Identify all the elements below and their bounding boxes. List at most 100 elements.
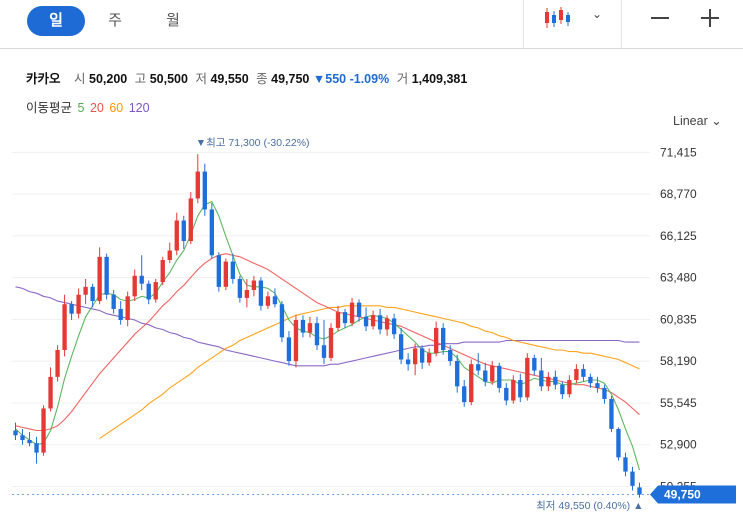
candle-body <box>314 323 320 346</box>
scale-selector[interactable]: Linear ⌄ <box>673 114 722 128</box>
candle-body <box>244 290 250 298</box>
high-label: 고 <box>134 72 147 86</box>
candle-body <box>160 260 165 283</box>
candle-body <box>223 261 229 287</box>
candle-body <box>595 383 600 388</box>
candle-body <box>83 286 88 295</box>
candle-body <box>490 365 495 382</box>
change-value: ▼550 <box>312 72 347 86</box>
open-label: 시 <box>74 72 86 86</box>
candle-body <box>328 327 334 358</box>
tab-week[interactable]: 주 <box>108 12 122 29</box>
y-tick-label: 58,190 <box>660 354 697 368</box>
toolbar-divider <box>523 0 524 48</box>
y-tick-label: 60,835 <box>660 312 697 326</box>
candle-body <box>307 323 313 333</box>
candle-body <box>146 283 151 300</box>
candle-body <box>34 443 39 453</box>
candle-body <box>602 387 607 399</box>
high-annotation: ▼최고 71,300 (-30.22%) <box>196 137 310 149</box>
candle-body <box>462 386 467 403</box>
candle-body <box>125 296 130 320</box>
candle-body <box>335 312 341 328</box>
y-tick-label: 71,415 <box>660 145 697 159</box>
candle-body <box>258 280 264 306</box>
candle-body <box>20 435 25 440</box>
candle-body <box>483 370 488 382</box>
candle-body <box>139 275 144 284</box>
candle-body <box>539 370 544 387</box>
ma5-line <box>15 200 641 471</box>
candle-body <box>237 278 243 298</box>
candle-body <box>27 440 32 444</box>
tab-day[interactable]: 일 <box>27 6 85 36</box>
candle-body <box>104 256 109 295</box>
candle-body <box>342 312 348 324</box>
candle-body <box>286 337 292 362</box>
quote-summary: 카카오 시 50,200 고 50,500 저 49,550 종 49,750 … <box>26 68 467 87</box>
candle-body <box>384 318 390 330</box>
current-price-tag <box>650 485 736 504</box>
candle-body <box>511 380 516 401</box>
candle-body <box>293 320 299 362</box>
ma-legend-label: 이동평균 <box>26 101 73 115</box>
candle-body <box>265 296 271 306</box>
candle-body <box>76 294 81 314</box>
candle-body <box>174 220 179 251</box>
low-label: 저 <box>195 72 207 86</box>
volume-label: 거 <box>396 72 409 86</box>
candle-body <box>167 250 172 260</box>
zoom-out-icon[interactable] <box>651 17 669 19</box>
candle-body <box>405 359 411 365</box>
close-label: 종 <box>256 72 268 86</box>
candle-body <box>370 315 376 327</box>
candle-body <box>13 430 18 436</box>
ma20-line <box>15 253 640 432</box>
candle-body <box>216 255 222 287</box>
ma-20: 20 <box>89 101 104 115</box>
low-annotation: 최저 49,550 (0.40%) ▲ <box>536 500 643 512</box>
candle-body <box>637 487 642 495</box>
ma-120: 120 <box>128 101 150 115</box>
low-value: 49,550 <box>210 72 249 86</box>
volume-value: 1,409,381 <box>411 72 468 86</box>
candle-body <box>532 357 537 371</box>
close-value: 49,750 <box>271 72 310 86</box>
candle-body <box>41 408 46 453</box>
candle-body <box>69 304 74 314</box>
candle-body <box>300 320 306 333</box>
price-axis: 71,415 68,770 66,125 63,480 60,835 58,190 55,5… <box>660 145 697 493</box>
y-tick-label: 55,545 <box>660 396 697 410</box>
candles <box>13 154 642 498</box>
candle-body <box>476 364 481 371</box>
stock-name: 카카오 <box>26 72 61 86</box>
candle-body <box>111 294 116 309</box>
candle-body <box>188 198 193 242</box>
moving-average-legend[interactable]: 이동평균 5 20 60 120 <box>26 97 152 116</box>
y-tick-label: 63,480 <box>660 271 697 285</box>
candle-body <box>518 380 523 398</box>
candle-body <box>560 384 565 395</box>
ma-60: 60 <box>109 101 124 115</box>
candle-body <box>90 286 95 302</box>
candle-body <box>55 350 60 377</box>
candle-body <box>546 376 551 387</box>
candle-body <box>363 316 369 327</box>
chevron-down-icon[interactable]: ⌄ <box>592 7 603 21</box>
candle-body <box>251 280 257 290</box>
candlestick-chart-icon[interactable] <box>543 6 573 30</box>
high-value: 50,500 <box>149 72 188 86</box>
candle-body <box>581 368 586 377</box>
candle-body <box>230 261 236 279</box>
candle-body <box>567 380 572 395</box>
candle-body <box>469 364 474 403</box>
candle-body <box>132 275 137 297</box>
candle-body <box>209 209 214 256</box>
moving-average-lines <box>15 200 641 471</box>
tab-month[interactable]: 월 <box>166 12 180 29</box>
candle-body <box>455 361 460 387</box>
zoom-in-icon-stem <box>709 9 711 27</box>
candle-body <box>62 304 67 350</box>
ma-5: 5 <box>77 101 85 115</box>
